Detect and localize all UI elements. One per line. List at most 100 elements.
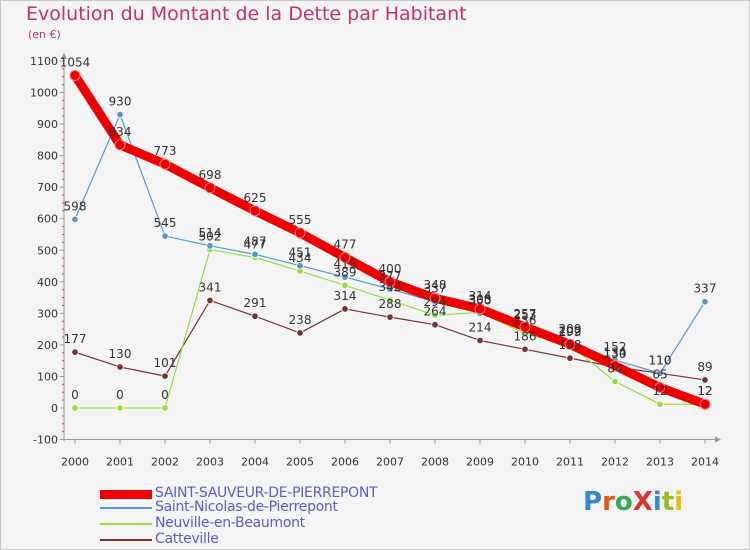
x-tick-label: 2003 — [196, 456, 224, 469]
x-tick-label: 2001 — [106, 456, 134, 469]
data-point — [701, 297, 709, 306]
logo-letter: P — [583, 487, 603, 517]
x-tick-label: 2014 — [691, 456, 719, 469]
data-point — [611, 377, 619, 386]
x-tick-label: 2009 — [466, 456, 494, 469]
data-label: 930 — [109, 95, 132, 109]
data-label: 834 — [109, 125, 132, 139]
data-label: 130 — [604, 347, 627, 361]
data-label: 377 — [379, 269, 402, 283]
legend-swatch — [100, 539, 152, 541]
data-label: 342 — [379, 280, 402, 294]
data-point — [699, 398, 711, 410]
data-point — [341, 305, 349, 313]
data-point — [71, 348, 79, 356]
data-label: 1054 — [60, 55, 91, 69]
data-label: 152 — [604, 340, 627, 354]
data-label: 0 — [116, 388, 124, 402]
y-tick-label: -100 — [33, 434, 58, 447]
data-label: 314 — [469, 289, 492, 303]
proxiti-logo: ProXiti — [583, 487, 683, 517]
data-label: 65 — [652, 367, 667, 381]
data-label: 257 — [514, 307, 537, 321]
data-label: 89 — [697, 360, 712, 374]
data-label: 545 — [154, 216, 177, 230]
legend-swatch — [100, 507, 152, 509]
data-point — [251, 250, 259, 259]
data-label: 625 — [244, 191, 267, 205]
legend-label: Saint-Nicolas-de-Pierrepont — [155, 499, 338, 515]
data-label: 389 — [334, 265, 357, 279]
data-label: 598 — [64, 199, 87, 213]
y-tick-label: 700 — [37, 181, 58, 194]
chart-subtitle: (en €) — [28, 28, 61, 41]
data-point — [656, 400, 664, 408]
x-axis-arrow — [715, 436, 721, 443]
x-tick-label: 2008 — [421, 456, 449, 469]
legend-swatch — [100, 523, 152, 525]
y-axis-arrow — [61, 52, 67, 59]
data-label: 236 — [514, 314, 537, 328]
y-tick-label: 500 — [37, 244, 58, 257]
data-label: 177 — [64, 332, 87, 346]
data-label: 0 — [71, 388, 79, 402]
data-point — [206, 242, 214, 250]
data-point — [294, 227, 306, 239]
legend-swatch — [100, 490, 152, 499]
y-tick-label: 600 — [37, 213, 58, 226]
data-label: 110 — [649, 353, 672, 367]
data-point — [296, 262, 304, 270]
data-label: 288 — [379, 297, 402, 311]
data-point — [431, 311, 439, 319]
data-point — [701, 376, 709, 384]
y-tick-label: 400 — [37, 276, 58, 289]
data-label: 555 — [289, 213, 312, 227]
logo-letter: i — [652, 487, 662, 517]
data-label: 698 — [199, 168, 222, 182]
data-label: 264 — [424, 305, 447, 319]
data-label: 134 — [604, 346, 627, 360]
data-point — [251, 312, 259, 320]
data-label: 303 — [469, 292, 492, 306]
data-label: 773 — [154, 144, 177, 158]
data-point — [116, 404, 124, 412]
data-label: 451 — [289, 246, 312, 260]
logo-letter: X — [632, 487, 653, 517]
data-point — [656, 369, 664, 377]
data-label: 400 — [379, 262, 402, 276]
data-point — [206, 296, 214, 305]
legend-label: Neuville-en-Beaumont — [155, 515, 305, 531]
data-point — [566, 354, 574, 362]
data-point — [431, 321, 439, 329]
data-label: 348 — [424, 278, 447, 292]
x-tick-label: 2007 — [376, 456, 404, 469]
data-point — [341, 281, 349, 289]
data-label: 186 — [514, 329, 537, 343]
data-label: 130 — [109, 347, 132, 361]
data-point — [339, 252, 351, 264]
data-point — [116, 363, 124, 371]
data-label: 209 — [559, 322, 582, 336]
data-point — [386, 296, 394, 304]
data-label: 158 — [559, 338, 582, 352]
y-tick-label: 800 — [37, 150, 58, 163]
data-point — [296, 329, 304, 337]
data-label: 101 — [154, 356, 177, 370]
data-point — [609, 360, 621, 372]
data-point — [519, 321, 531, 333]
data-point — [159, 158, 171, 170]
data-label: 291 — [244, 296, 267, 310]
data-point — [204, 182, 216, 194]
data-point — [249, 205, 261, 217]
y-tick-label: 200 — [37, 339, 58, 352]
data-point — [116, 110, 124, 119]
data-label: 415 — [334, 257, 357, 271]
data-point — [161, 404, 169, 412]
y-tick-label: 0 — [51, 402, 58, 415]
x-tick-label: 2005 — [286, 456, 314, 469]
x-tick-label: 2000 — [61, 456, 89, 469]
data-point — [161, 232, 169, 240]
data-label: 0 — [161, 388, 169, 402]
data-label: 337 — [694, 282, 717, 296]
legend-label: Catteville — [155, 531, 219, 547]
